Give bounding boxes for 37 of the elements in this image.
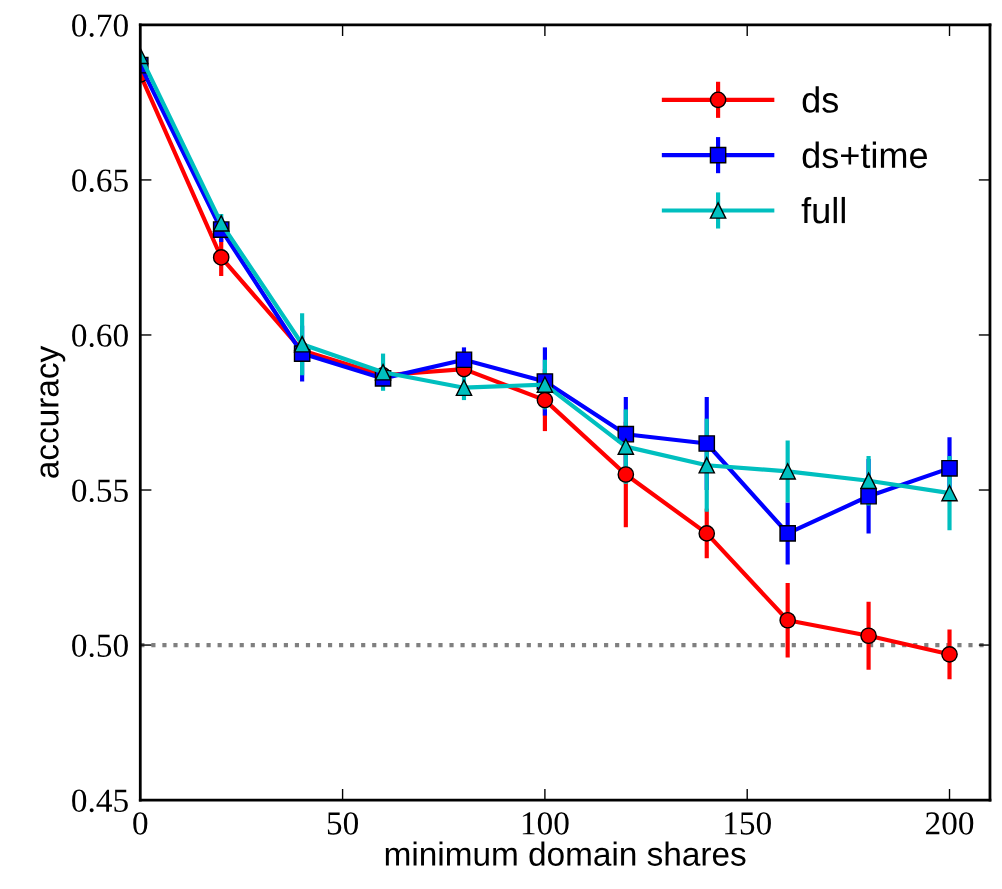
point [941, 646, 958, 663]
point [860, 472, 877, 490]
y-axis-title: accuracy [40, 345, 66, 478]
point [455, 379, 473, 397]
y-tick-label: 0.60 [72, 324, 128, 348]
point [779, 611, 797, 629]
point [779, 463, 797, 480]
legend-label: ds [802, 86, 838, 113]
legend-label: full [801, 196, 845, 224]
point [860, 627, 877, 645]
point [860, 487, 877, 505]
y-tick-label: 0.55 [72, 479, 128, 503]
x-tick-label: 50 [327, 812, 358, 835]
point [536, 391, 554, 409]
x-tick-label: 200 [925, 812, 974, 835]
y-tick-label: 0.45 [72, 789, 128, 813]
legend-label: ds+time [802, 141, 927, 169]
y-tick-label: 0.50 [72, 634, 128, 658]
point [212, 249, 230, 266]
point [941, 484, 958, 502]
y-tick-label: 0.70 [72, 14, 128, 37]
x-tick-label: 100 [522, 812, 569, 835]
x-axis-title: minimum domain shares [385, 841, 746, 866]
point [698, 456, 716, 474]
point [212, 215, 230, 232]
y-tick-label: 0.65 [72, 169, 128, 192]
point [698, 435, 716, 452]
point [455, 351, 473, 369]
point [617, 425, 635, 443]
point [698, 525, 716, 542]
x-tick-label: 0 [133, 812, 148, 835]
point [293, 335, 311, 353]
x-tick-label: 150 [725, 812, 771, 835]
point [779, 525, 797, 542]
point [941, 459, 958, 477]
point [617, 438, 635, 455]
point [617, 466, 635, 483]
